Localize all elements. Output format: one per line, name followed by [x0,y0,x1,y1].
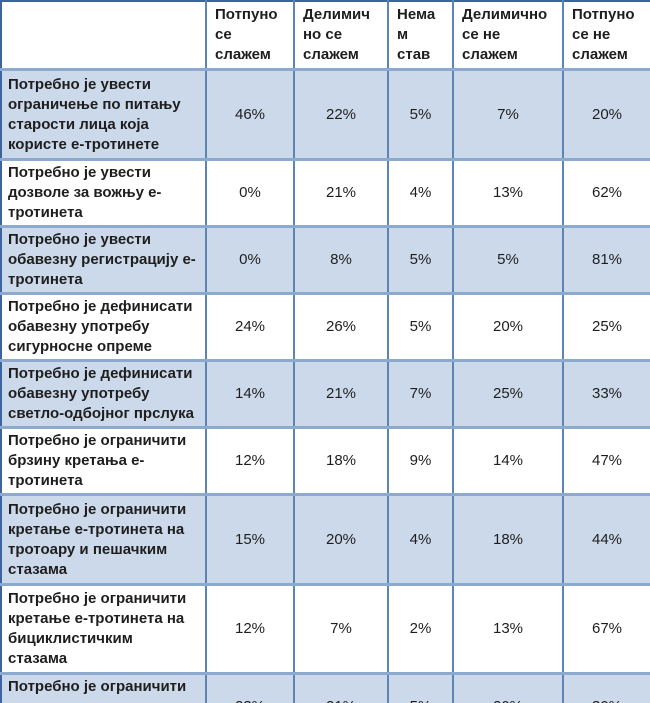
value-cell: 13% [453,159,564,228]
column-header-fully-disagree: Потпуно се не слажем [563,0,650,71]
value-cell: 7% [388,360,454,429]
value-cell: 20% [453,673,564,703]
value-cell: 5% [388,69,454,161]
value-cell: 7% [453,69,564,161]
table-row: Потребно је увести дозволе за вожњу е- т… [0,159,650,228]
value-cell: 7% [294,584,389,675]
value-cell: 33% [563,360,650,429]
question-cell: Потребно је увести обавезну регистрацију… [0,226,207,295]
value-cell: 4% [388,159,454,228]
value-cell: 12% [206,584,295,675]
value-cell: 2% [388,584,454,675]
value-cell: 44% [563,494,650,586]
column-header-fully-agree: Потпуно се слажем [206,0,295,71]
question-cell: Потребно је дефинисати обавезну употребу… [0,293,207,362]
value-cell: 0% [206,159,295,228]
question-cell: Потребно је увести ограничење по питању … [0,69,207,161]
column-header-partially-disagree: Делимично се не слажем [453,0,564,71]
value-cell: 20% [453,293,564,362]
value-cell: 25% [563,293,650,362]
value-cell: 20% [563,69,650,161]
column-header-partially-agree: Делимич но се слажем [294,0,389,71]
value-cell: 23% [206,673,295,703]
value-cell: 12% [206,427,295,496]
value-cell: 9% [388,427,454,496]
value-cell: 62% [563,159,650,228]
value-cell: 20% [294,494,389,586]
table-row: Потребно је дефинисати обавезну употребу… [0,293,650,362]
question-cell: Потребно је ограничити кретање е-тротине… [0,673,207,703]
question-cell: Потребно је ограничити кретање е-тротине… [0,494,207,586]
value-cell: 21% [294,360,389,429]
question-cell: Потребно је ограничити кретање е-тротине… [0,584,207,675]
value-cell: 26% [294,293,389,362]
value-cell: 18% [453,494,564,586]
value-cell: 46% [206,69,295,161]
value-cell: 18% [294,427,389,496]
header-empty-cell [0,0,207,71]
value-cell: 5% [388,293,454,362]
table-row: Потребно је увести ограничење по питању … [0,69,650,161]
value-cell: 15% [206,494,295,586]
question-cell: Потребно је ограничити брзину кретања е-… [0,427,207,496]
value-cell: 4% [388,494,454,586]
value-cell: 47% [563,427,650,496]
value-cell: 81% [563,226,650,295]
value-cell: 5% [453,226,564,295]
value-cell: 24% [206,293,295,362]
value-cell: 67% [563,584,650,675]
column-header-no-opinion: Нема м став [388,0,454,71]
table-row: Потребно је ограничити кретање е-тротине… [0,673,650,703]
value-cell: 5% [388,673,454,703]
value-cell: 30% [563,673,650,703]
value-cell: 21% [294,159,389,228]
table-row: Потребно је дефинисати обавезну употребу… [0,360,650,429]
table-row: Потребно је ограничити брзину кретања е-… [0,427,650,496]
table-row: Потребно је ограничити кретање е-тротине… [0,584,650,675]
question-cell: Потребно је дефинисати обавезну употребу… [0,360,207,429]
value-cell: 5% [388,226,454,295]
table-row: Потребно је увести обавезну регистрацију… [0,226,650,295]
question-cell: Потребно је увести дозволе за вожњу е- т… [0,159,207,228]
value-cell: 0% [206,226,295,295]
value-cell: 22% [294,69,389,161]
value-cell: 8% [294,226,389,295]
table-row: Потребно је ограничити кретање е-тротине… [0,494,650,586]
value-cell: 13% [453,584,564,675]
value-cell: 25% [453,360,564,429]
value-cell: 14% [206,360,295,429]
header-row: Потпуно се слажем Делимич но се слажем Н… [0,0,650,71]
value-cell: 21% [294,673,389,703]
value-cell: 14% [453,427,564,496]
